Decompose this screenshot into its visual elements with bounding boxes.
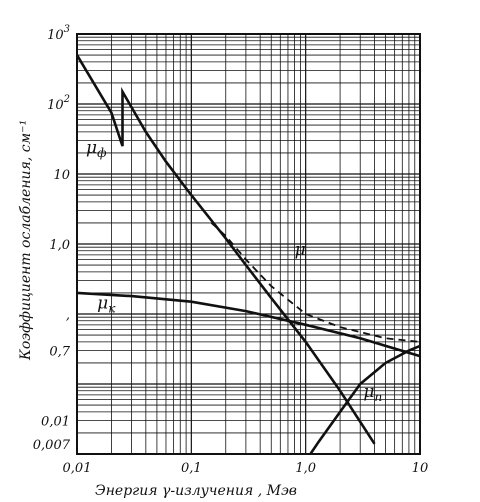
curve-label-subscript: п: [374, 390, 382, 404]
y-tick-label: ,: [66, 308, 70, 323]
x-tick-label: 0,01: [63, 461, 92, 476]
curve-label-symbol: μ: [295, 240, 306, 260]
y-tick-label: 0,7: [49, 345, 70, 360]
x-tick-labels: 0,01 0,1 1,0 10: [63, 461, 429, 476]
series-line-4: [210, 222, 421, 343]
curve-label-symbol: μ: [363, 382, 374, 402]
curve-label-symbol: μ: [86, 138, 97, 158]
x-axis-label: Энергия γ-излучения , Мэв: [95, 483, 297, 499]
y-tick-label: 0,007: [33, 438, 71, 453]
y-tick-exponent: 2: [63, 94, 70, 105]
series-line-3: [309, 344, 421, 455]
y-tick-base: 10: [47, 28, 64, 43]
y-tick-base: 10: [47, 98, 64, 113]
curve-label-2: μк: [97, 293, 116, 315]
curve-label-subscript: к: [108, 301, 116, 315]
curve-label-1: μф: [86, 138, 106, 160]
y-tick-label: 1,0: [49, 238, 70, 253]
curve-label-3: μп: [363, 382, 382, 404]
series-layer: [75, 54, 421, 455]
curve-label-symbol: μ: [97, 293, 108, 313]
series-line-2: [76, 291, 421, 358]
x-tick-label: 10: [412, 461, 429, 476]
y-tick-label: 0,01: [41, 415, 70, 430]
plot-frame: [76, 33, 421, 455]
y-tick-exponent: 3: [64, 24, 70, 35]
curve-label-4: μ: [295, 240, 306, 260]
grid: [76, 34, 420, 455]
curve-label-subscript: ф: [97, 146, 106, 160]
series-line-1: [75, 54, 376, 445]
x-tick-label: 1,0: [295, 461, 316, 476]
y-axis-label: Коэффициент ослабления, см⁻¹: [18, 120, 34, 361]
y-tick-label: 102: [47, 94, 70, 113]
y-tick-label: 103: [47, 24, 70, 43]
y-tick-label: 10: [53, 168, 70, 183]
x-tick-label: 0,1: [181, 461, 202, 476]
